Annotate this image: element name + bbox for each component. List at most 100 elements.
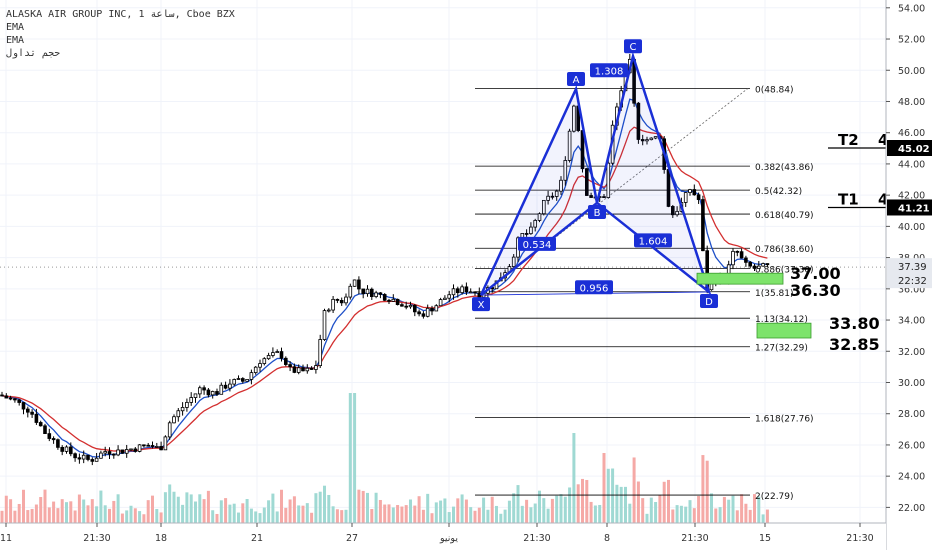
volume-bar [701,455,705,523]
volume-bar [555,495,559,523]
volume-bar [456,498,460,523]
volume-bar [765,509,769,523]
candle-body [309,367,314,370]
volume-bar [477,507,481,523]
candle-body [326,309,331,312]
candle-body [335,298,340,301]
candle-body [159,446,163,451]
volume-bar [314,493,318,523]
volume-bar [675,505,679,523]
candle-body [645,139,649,142]
volume-bar [667,479,670,523]
target-label: T2 [838,131,859,149]
pattern-point-box [700,293,718,308]
volume-bar [267,500,271,523]
volume-bar [168,484,172,523]
time-tick-label: 21:30 [846,533,873,544]
candle-body [460,286,464,294]
candle-body [90,459,95,462]
candle-body [636,102,641,140]
volume-bar [490,496,494,523]
fib-level-label: 0.786(38.60) [755,245,814,255]
volume-bar [443,498,447,523]
volume-bar [142,514,146,523]
volume-bar [417,496,421,523]
candle-body [202,387,206,391]
volume-bar [684,506,688,523]
volume-bar [112,500,116,523]
candle-body [348,285,353,298]
volume-bar [56,508,60,523]
candle-body [533,220,537,228]
candle-body [425,307,430,317]
candle-body [387,299,391,302]
candle-body [688,189,692,194]
volume-bar [598,504,602,523]
volume-bar [421,509,425,523]
volume-bar [202,499,206,523]
candle-body [739,251,744,259]
candle-body [550,195,555,198]
volume-bar [619,486,623,523]
volume-bar [22,489,25,523]
volume-bars [0,393,769,523]
volume-bar [705,460,709,523]
volume-bar [641,498,645,523]
volume-bar [245,499,249,523]
candle-body [51,438,56,441]
volume-bar [649,497,653,523]
volume-bar [761,514,765,523]
candle-body [602,196,606,198]
volume-bar [327,494,331,523]
volume-bar [538,490,541,523]
price-tag-label: 45.02 [898,144,930,155]
time-tick-label: يونيو [439,533,458,544]
candle-body [683,192,688,203]
candle-body [8,397,13,400]
volume-bar [13,510,17,523]
volume-bar [292,496,296,523]
candle-body [163,436,168,451]
candle-body [81,454,86,460]
candle-body [546,195,550,201]
volume-bar [4,495,8,523]
candle-body [731,250,735,266]
volume-bar [383,504,387,523]
volume-bar [426,493,430,523]
candle-body [116,449,120,456]
price-tick-label: 46.00 [898,128,925,139]
time-tick-label: 27 [346,533,358,544]
target-label: T1 [838,190,859,208]
candle-body [223,384,228,389]
volume-bar [318,491,322,523]
volume-bar [654,501,658,523]
fib-level-label: 0.382(43.86) [755,163,814,173]
candle-body [193,393,198,398]
candle-body [606,162,611,198]
volume-bar [361,490,365,523]
volume-bar [9,499,13,523]
volume-bar [366,492,369,523]
candle-body [167,422,172,438]
candle-body [133,448,138,452]
volume-bar [310,512,314,523]
price-tick-label: 32.00 [898,347,925,358]
candle-body [0,394,4,397]
candle-body [434,305,439,312]
volume-bar [211,510,215,523]
zone-upper-label: 37.00 [790,264,841,283]
volume-bar [748,509,752,523]
candle-body [296,367,301,373]
candle-body [86,454,90,460]
volume-bar [542,498,546,523]
price-tick-label: 26.00 [898,440,925,451]
candle-body [271,352,275,356]
volume-bar [447,512,451,523]
price-tick-label: 54.00 [898,3,925,14]
ratio-box [590,63,628,78]
candle-body [765,263,770,266]
candle-body [172,416,176,424]
volume-bar [73,510,77,523]
volume-bar [275,511,279,523]
